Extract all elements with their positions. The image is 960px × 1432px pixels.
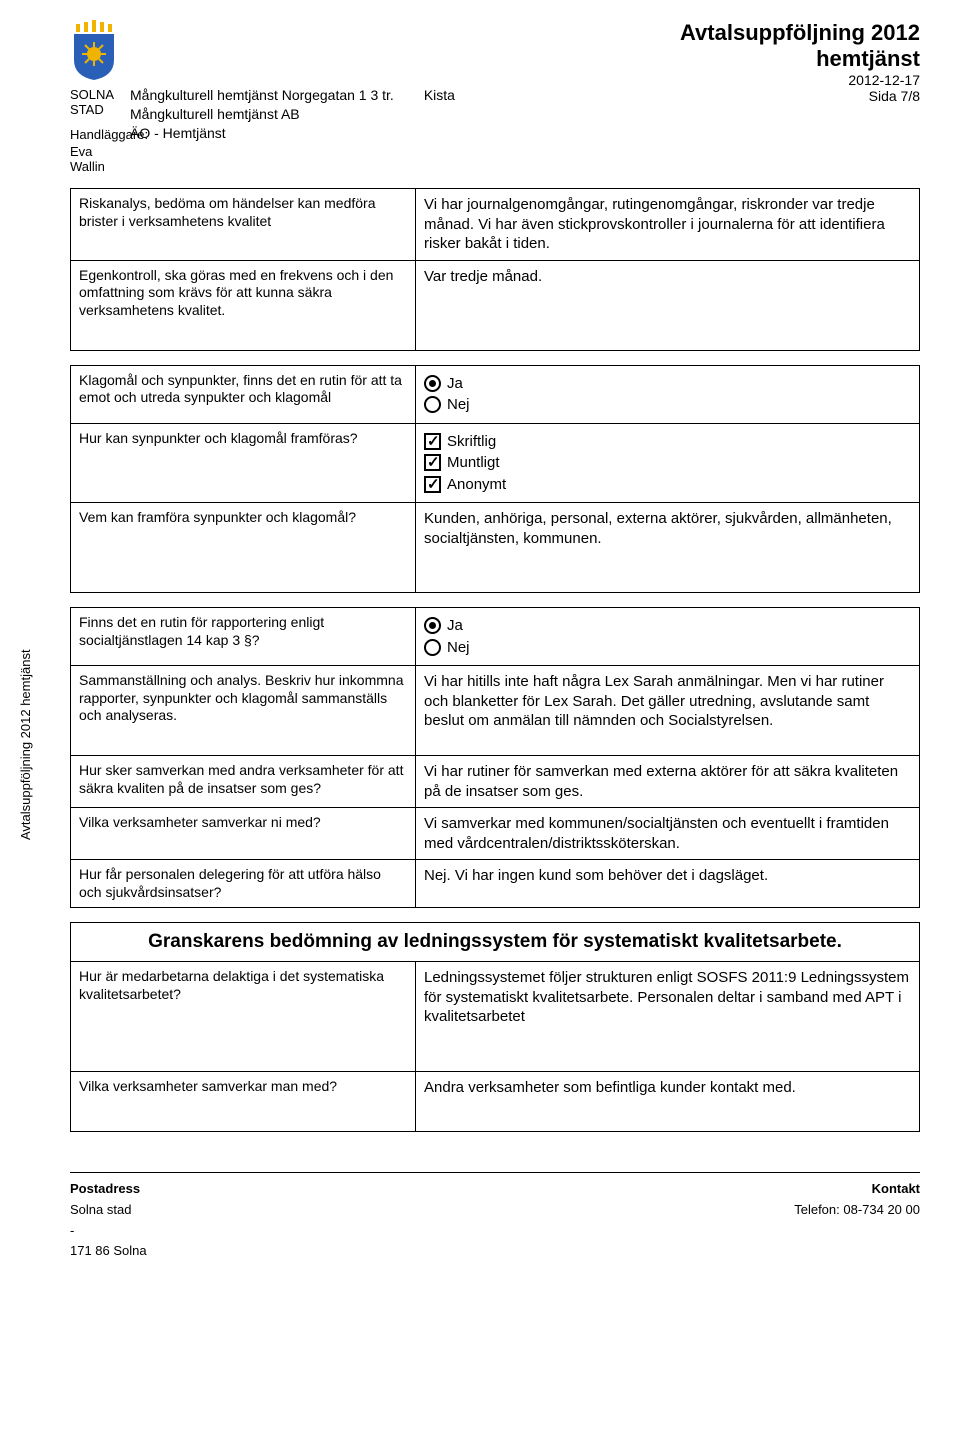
- org-name: SOLNA STAD: [70, 87, 130, 117]
- s3-r1-question: Finns det en rutin för rapportering enli…: [71, 608, 416, 665]
- s3-r2-answer: Vi har hitills inte haft några Lex Sarah…: [416, 666, 919, 755]
- radio-selected-icon: [424, 375, 441, 392]
- handler-name: Eva Wallin: [70, 144, 130, 174]
- s3-r1-answer: Ja Nej: [416, 608, 919, 665]
- s3-r2-question: Sammanställning och analys. Beskriv hur …: [71, 666, 416, 755]
- logo-column: SOLNA STAD Handläggare: Eva Wallin: [70, 20, 130, 174]
- check-skriftlig: Skriftlig: [447, 432, 496, 452]
- s4-r2-question: Vilka verksamheter samverkar man med?: [71, 1072, 416, 1131]
- service-area: Kista: [424, 86, 455, 105]
- s4-r1-question: Hur är medarbetarna delaktiga i det syst…: [71, 962, 416, 1071]
- handler-label: Handläggare:: [70, 127, 130, 142]
- s1-r2-answer: Var tredje månad.: [416, 261, 919, 350]
- footer-left: Postadress Solna stad - 171 86 Solna: [70, 1179, 147, 1262]
- checkbox-checked-icon: [424, 433, 441, 450]
- doc-title: Avtalsuppföljning 2012 hemtjänst: [580, 20, 920, 72]
- header: SOLNA STAD Handläggare: Eva Wallin Mångk…: [70, 20, 920, 174]
- side-rotated-label: Avtalsuppföljning 2012 hemtjänst: [18, 649, 33, 840]
- s2-r3-answer: Kunden, anhöriga, personal, externa aktö…: [416, 503, 919, 592]
- option-yes: Ja: [447, 616, 463, 636]
- s1-r1-question: Riskanalys, bedöma om händelser kan medf…: [71, 189, 416, 260]
- footer-postadress-line1: Solna stad: [70, 1200, 147, 1221]
- s3-r3-answer: Vi har rutiner för samverkan med externa…: [416, 756, 919, 807]
- s2-r2-answer: Skriftlig Muntligt Anonymt: [416, 424, 919, 503]
- s3-r5-question: Hur får personalen delegering för att ut…: [71, 860, 416, 907]
- doc-date: 2012-12-17: [580, 72, 920, 88]
- check-anonymt: Anonymt: [447, 475, 506, 495]
- radio-empty-icon: [424, 639, 441, 656]
- footer-postadress-label: Postadress: [70, 1179, 147, 1200]
- checkbox-checked-icon: [424, 454, 441, 471]
- solna-logo-icon: [70, 20, 118, 80]
- doc-meta: Avtalsuppföljning 2012 hemtjänst 2012-12…: [580, 20, 920, 104]
- s3-r4-answer: Vi samverkar med kommunen/socialtjänsten…: [416, 808, 919, 859]
- radio-selected-icon: [424, 617, 441, 634]
- s1-r1-answer: Vi har journalgenomgångar, rutingenomgån…: [416, 189, 919, 260]
- page: Avtalsuppföljning 2012 hemtjänst: [0, 0, 960, 1302]
- s4-r1-answer: Ledningssystemet följer strukturen enlig…: [416, 962, 919, 1071]
- section-3: Finns det en rutin för rapportering enli…: [70, 607, 920, 908]
- s2-r2-question: Hur kan synpunkter och klagomål framföra…: [71, 424, 416, 503]
- s2-r1-answer: Ja Nej: [416, 366, 919, 423]
- s3-r5-answer: Nej. Vi har ingen kund som behöver det i…: [416, 860, 919, 907]
- section-4-title: Granskarens bedömning av ledningssystem …: [71, 923, 919, 961]
- s2-r3-question: Vem kan framföra synpunkter och klagomål…: [71, 503, 416, 592]
- s3-r3-question: Hur sker samverkan med andra verksamhete…: [71, 756, 416, 807]
- check-muntligt: Muntligt: [447, 453, 500, 473]
- option-no: Nej: [447, 638, 470, 658]
- footer-postadress-line3: 171 86 Solna: [70, 1241, 147, 1262]
- section-1: Riskanalys, bedöma om händelser kan medf…: [70, 188, 920, 351]
- service-line-3: ÄO - Hemtjänst: [130, 124, 580, 143]
- s1-r2-question: Egenkontroll, ska göras med en frekvens …: [71, 261, 416, 350]
- s2-r1-question: Klagomål och synpunkter, finns det en ru…: [71, 366, 416, 423]
- footer-postadress-line2: -: [70, 1221, 147, 1242]
- footer-kontakt-line1: Telefon: 08-734 20 00: [794, 1200, 920, 1221]
- footer: Postadress Solna stad - 171 86 Solna Kon…: [70, 1172, 920, 1262]
- option-no: Nej: [447, 395, 470, 415]
- doc-page: Sida 7/8: [580, 88, 920, 104]
- footer-right: Kontakt Telefon: 08-734 20 00: [794, 1179, 920, 1262]
- section-2: Klagomål och synpunkter, finns det en ru…: [70, 365, 920, 594]
- option-yes: Ja: [447, 374, 463, 394]
- service-line-2: Mångkulturell hemtjänst AB: [130, 105, 580, 124]
- s3-r4-question: Vilka verksamheter samverkar ni med?: [71, 808, 416, 859]
- checkbox-checked-icon: [424, 476, 441, 493]
- service-info: Mångkulturell hemtjänst Norgegatan 1 3 t…: [130, 20, 580, 143]
- service-line-1: Mångkulturell hemtjänst Norgegatan 1 3 t…: [130, 86, 394, 105]
- footer-kontakt-label: Kontakt: [794, 1179, 920, 1200]
- section-4: Granskarens bedömning av ledningssystem …: [70, 922, 920, 1132]
- radio-empty-icon: [424, 396, 441, 413]
- s4-r2-answer: Andra verksamheter som befintliga kunder…: [416, 1072, 919, 1131]
